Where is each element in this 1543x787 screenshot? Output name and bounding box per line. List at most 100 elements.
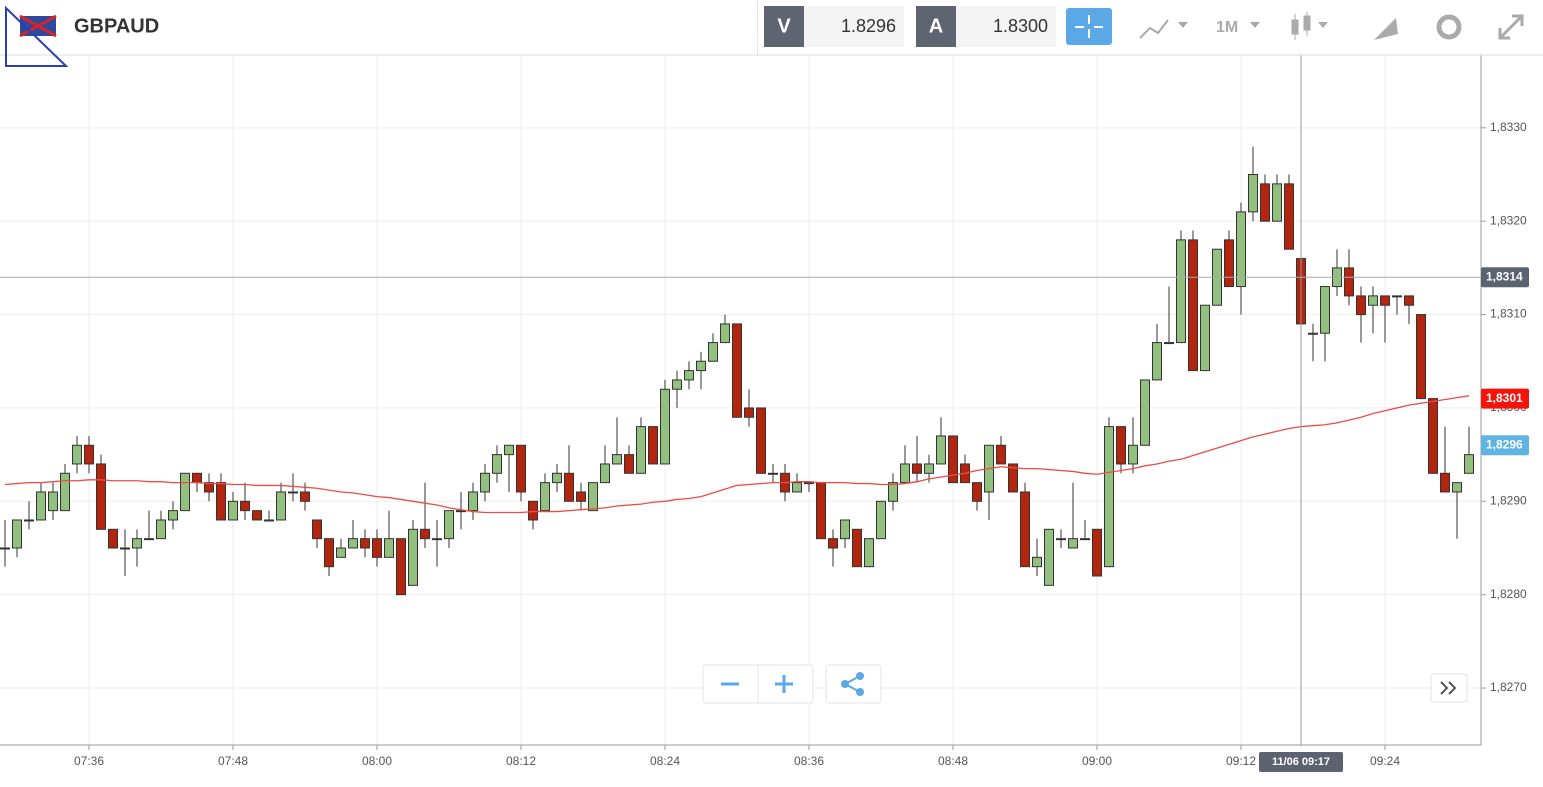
candle-body (420, 528, 430, 540)
x-tick-label: 08:24 (650, 754, 680, 768)
candle-body (300, 491, 310, 502)
crosshair-time-box (1259, 752, 1343, 772)
candle-body (240, 500, 250, 512)
share-icon (841, 672, 864, 696)
candle-body (576, 491, 586, 502)
share-button[interactable] (825, 664, 882, 704)
candle-body (1248, 174, 1258, 213)
candle-body (552, 472, 562, 484)
ask-tag[interactable] (916, 6, 956, 47)
candle-body (48, 491, 58, 512)
price-marker (1481, 267, 1529, 288)
candle-body (468, 491, 478, 512)
candle-body (360, 538, 370, 549)
candle-body (696, 360, 706, 372)
candle-body (96, 463, 106, 530)
candle-body (852, 528, 862, 568)
candle-body (216, 482, 226, 521)
zoom-in[interactable] (775, 675, 793, 693)
ask-box[interactable] (956, 6, 1056, 47)
candle-body (1416, 314, 1426, 400)
candle-body (996, 444, 1006, 465)
candle-body (1104, 426, 1114, 568)
candle-icon[interactable] (1291, 12, 1311, 40)
candle-body (948, 435, 958, 484)
x-tick-label: 08:48 (938, 754, 968, 768)
candle-body (924, 463, 934, 474)
candle-body (1164, 342, 1174, 345)
candle-body (888, 482, 898, 502)
price-marker-label: 1,8314 (1486, 269, 1523, 283)
candle-body (612, 454, 622, 465)
divider (757, 0, 758, 55)
candle-body (516, 444, 526, 493)
settings-icon[interactable] (1436, 14, 1462, 40)
candle-body (876, 500, 886, 540)
candle-body (1440, 472, 1450, 493)
candle-body (804, 482, 814, 485)
candle-body (1092, 528, 1102, 577)
candle-body (336, 547, 346, 558)
candle-body (672, 379, 682, 390)
candle-body (144, 538, 154, 541)
x-tick-label: 09:00 (1082, 754, 1112, 768)
candle-body (708, 342, 718, 362)
candle-body (204, 482, 214, 493)
candle-body (456, 510, 466, 513)
crosshair-time: 11/06 09:17 (1272, 756, 1330, 768)
candle-body (1080, 538, 1090, 541)
chart-type-icon[interactable] (1139, 19, 1169, 39)
candle-body (1320, 286, 1330, 334)
price-marker-label: 1,8301 (1486, 391, 1523, 405)
candle-body (1032, 556, 1042, 568)
symbol: GBPAUD (74, 15, 159, 37)
candle-body (192, 472, 202, 484)
candle-body (1404, 295, 1414, 306)
candle-body (540, 482, 550, 512)
candle-body (1272, 183, 1282, 222)
candle-body (588, 482, 598, 512)
timeframe[interactable]: 1M (1216, 19, 1238, 36)
ask-label: A (929, 15, 943, 37)
x-tick-label: 07:36 (74, 754, 104, 768)
candle-body (720, 323, 730, 344)
candle-body (84, 444, 94, 465)
candle-body (1116, 426, 1126, 465)
crosshair-button[interactable] (1066, 8, 1112, 45)
candle-body (912, 463, 922, 474)
bid-price: 1.8296 (841, 16, 896, 36)
price-marker (1481, 388, 1529, 409)
x-tick-label: 08:12 (506, 754, 536, 768)
bid-box[interactable] (804, 6, 904, 47)
candle-body (228, 500, 238, 521)
bid-label: V (777, 15, 791, 37)
ask-price: 1.8300 (993, 16, 1048, 36)
fullscreen-icon[interactable] (1498, 14, 1524, 40)
y-tick-label: 1,8270 (1490, 680, 1527, 694)
candle-body (24, 519, 34, 522)
candle-body (1284, 183, 1294, 250)
bid-tag[interactable] (764, 6, 804, 47)
candle-body (492, 454, 502, 474)
y-tick-label: 1,8280 (1490, 587, 1527, 601)
candle-body (168, 510, 178, 521)
scroll-button[interactable] (1430, 673, 1468, 703)
candle-body (1368, 295, 1378, 306)
candle-body (1260, 183, 1270, 222)
candle-body (1236, 211, 1246, 288)
plot: 1,82701,82801,82901,83001,83101,83201,83… (0, 55, 1529, 772)
candle-body (936, 435, 946, 465)
candle-body (1140, 379, 1150, 446)
draw-icon[interactable] (1374, 18, 1398, 40)
y-tick-label: 1,8320 (1490, 213, 1527, 227)
x-tick-label: 08:00 (362, 754, 392, 768)
candle-body (1392, 295, 1402, 298)
crosshair-icon (1075, 15, 1103, 38)
candle-body (1056, 538, 1066, 541)
x-tick-label: 08:36 (794, 754, 824, 768)
candle-body (1308, 332, 1318, 335)
candle-body (1464, 454, 1474, 474)
candle-body (1152, 342, 1162, 381)
candle-body (264, 519, 274, 522)
